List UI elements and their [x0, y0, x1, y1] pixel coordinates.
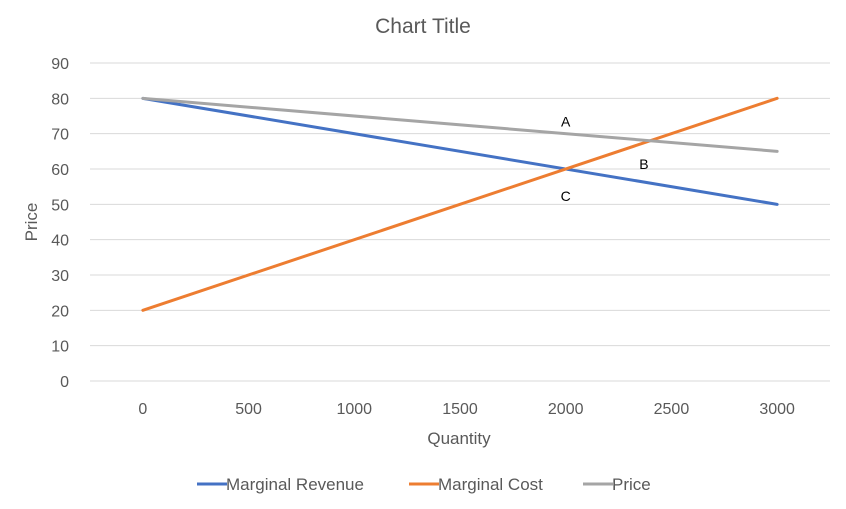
- y-tick-label: 90: [51, 56, 69, 73]
- x-tick-label: 2000: [548, 401, 584, 418]
- x-tick-label: 1500: [442, 401, 478, 418]
- annotations: A B C: [561, 114, 649, 204]
- y-tick-label: 30: [51, 268, 69, 285]
- x-tick-label: 1000: [336, 401, 372, 418]
- legend-label-price: Price: [612, 475, 651, 494]
- series-line-price: [141, 96, 779, 153]
- y-tick-label: 60: [51, 162, 69, 179]
- annotation-label: A: [561, 114, 571, 130]
- y-tick-label: 70: [51, 127, 69, 144]
- legend: Marginal Revenue Marginal Cost Price: [197, 475, 651, 494]
- annotation-label: B: [639, 156, 648, 172]
- y-tick-label: 10: [51, 339, 69, 356]
- y-tick-label: 20: [51, 303, 69, 320]
- y-axis-label: Price: [22, 203, 41, 242]
- y-axis-ticks: 0 10 20 30 40 50 60 70 80 90: [51, 56, 69, 391]
- series-lines: [141, 96, 779, 312]
- x-tick-label: 3000: [759, 401, 795, 418]
- legend-label-marginal-cost: Marginal Cost: [438, 475, 543, 494]
- x-axis-ticks: 0 500 1000 1500 2000 2500 3000: [138, 401, 795, 418]
- y-tick-label: 50: [51, 197, 69, 214]
- x-tick-label: 2500: [654, 401, 690, 418]
- series-line-marginal-cost: [141, 96, 779, 312]
- series-line-marginal-revenue: [141, 96, 779, 206]
- annotation-label: C: [561, 188, 571, 204]
- x-axis-label: Quantity: [427, 429, 491, 448]
- y-tick-label: 40: [51, 233, 69, 250]
- y-tick-label: 0: [60, 374, 69, 391]
- legend-label-marginal-revenue: Marginal Revenue: [226, 475, 364, 494]
- y-tick-label: 80: [51, 91, 69, 108]
- chart-title: Chart Title: [375, 15, 471, 38]
- x-tick-label: 500: [235, 401, 262, 418]
- x-tick-label: 0: [138, 401, 147, 418]
- gridlines: [90, 62, 830, 382]
